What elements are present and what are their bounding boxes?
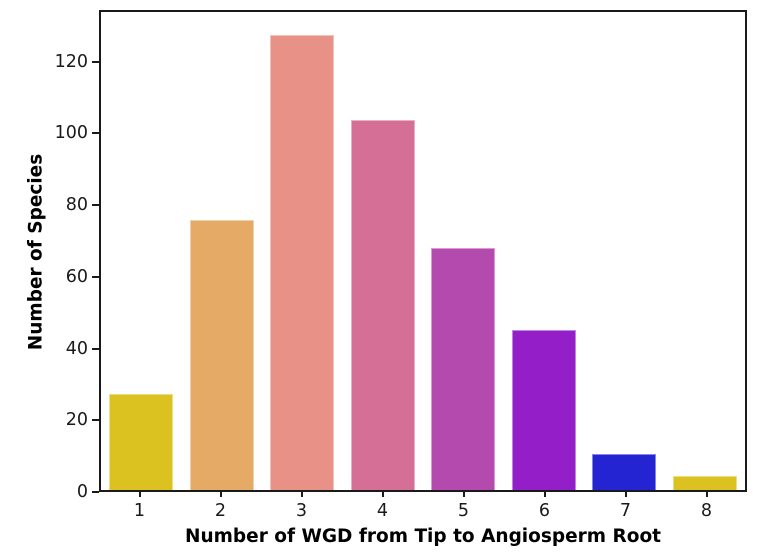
x-tick-label-8: 8	[700, 501, 713, 521]
x-tick-6	[543, 492, 546, 497]
x-tick-label-2: 2	[214, 501, 227, 521]
bar-1	[109, 393, 174, 490]
y-tick-label-80: 80	[65, 195, 88, 216]
bar-7	[592, 454, 657, 490]
x-tick-label-1: 1	[133, 501, 146, 521]
y-axis-label: Number of Species	[25, 153, 47, 351]
x-tick-label-5: 5	[457, 501, 470, 521]
x-tick-7	[624, 492, 627, 497]
x-tick-1	[138, 492, 141, 497]
y-tick-60	[92, 275, 99, 278]
y-tick-80	[92, 204, 99, 207]
bar-4	[350, 120, 415, 490]
x-tick-5	[462, 492, 465, 497]
x-axis-label: Number of WGD from Tip to Angiosperm Roo…	[184, 526, 662, 547]
plot-area	[99, 10, 747, 492]
bar-3	[270, 34, 335, 490]
bar-6	[511, 329, 576, 490]
bar-5	[431, 248, 496, 490]
bar-2	[189, 219, 254, 490]
x-tick-label-4: 4	[376, 501, 389, 521]
y-tick-label-40: 40	[65, 338, 88, 359]
y-tick-label-20: 20	[65, 410, 88, 431]
x-tick-label-6: 6	[538, 501, 551, 521]
y-tick-label-0: 0	[76, 482, 88, 502]
x-tick-label-3: 3	[295, 501, 308, 521]
x-tick-8	[705, 492, 708, 497]
y-tick-40	[92, 347, 99, 350]
y-tick-100	[92, 132, 99, 135]
y-tick-0	[92, 491, 99, 493]
y-tick-label-100: 100	[54, 123, 88, 144]
y-tick-label-120: 120	[54, 51, 88, 72]
bar-8	[672, 475, 737, 490]
y-tick-20	[92, 419, 99, 422]
x-tick-3	[300, 492, 303, 497]
x-tick-label-7: 7	[619, 501, 632, 521]
y-tick-label-60: 60	[65, 266, 88, 287]
x-tick-2	[219, 492, 222, 497]
x-tick-4	[381, 492, 384, 497]
y-tick-120	[92, 60, 99, 63]
